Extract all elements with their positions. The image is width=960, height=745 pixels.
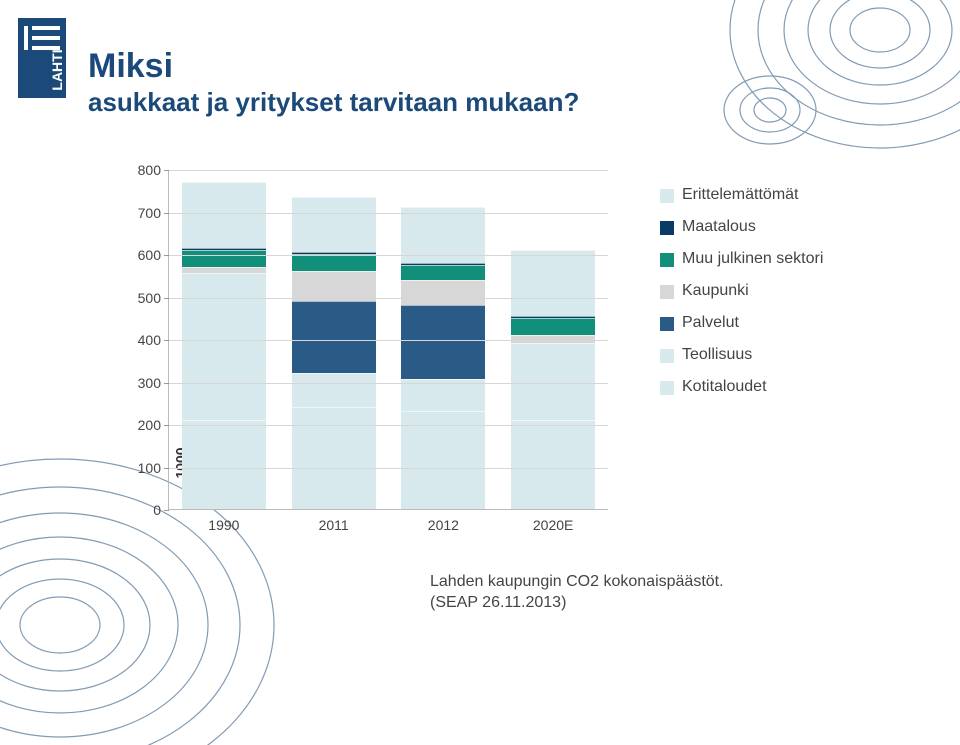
- legend-item-kaupunki: Kaupunki: [660, 282, 880, 300]
- grid-line: [169, 383, 608, 384]
- grid-line: [169, 255, 608, 256]
- x-tick-label: 2011: [319, 509, 349, 533]
- segment-kotitaloudet: [182, 420, 266, 509]
- grid-line: [169, 170, 608, 171]
- contour-decoration-top: [680, 0, 960, 180]
- title-main: Miksi: [88, 48, 579, 85]
- segment-palvelut: [292, 301, 376, 373]
- grid-line: [169, 298, 608, 299]
- legend-item-muu_julkinen: Muu julkinen sektori: [660, 250, 880, 268]
- y-tick-mark: [164, 255, 169, 256]
- chart-caption: Lahden kaupungin CO2 kokonaispäästöt. (S…: [430, 572, 724, 614]
- y-tick-mark: [164, 468, 169, 469]
- segment-kaupunki: [401, 280, 485, 306]
- segment-muu_julkinen: [182, 250, 266, 267]
- legend-label: Teollisuus: [682, 346, 752, 364]
- grid-line: [169, 468, 608, 469]
- segment-erittelematomat: [182, 182, 266, 248]
- legend-item-teollisuus: Teollisuus: [660, 346, 880, 364]
- y-tick-mark: [164, 170, 169, 171]
- title-sub: asukkaat ja yritykset tarvitaan mukaan?: [88, 87, 579, 118]
- y-tick-mark: [164, 298, 169, 299]
- lahti-logo: LAHTI: [18, 18, 66, 98]
- segment-kaupunki: [511, 335, 595, 344]
- legend-swatch: [660, 221, 674, 235]
- legend-label: Erittelemättömät: [682, 186, 798, 204]
- segment-erittelematomat: [511, 250, 595, 316]
- segment-muu_julkinen: [292, 254, 376, 271]
- caption-line-2: (SEAP 26.11.2013): [430, 594, 566, 611]
- x-tick-label: 1990: [208, 509, 239, 533]
- segment-palvelut: [401, 305, 485, 379]
- legend: Erittelemättömät Maatalous Muu julkinen se…: [660, 186, 880, 410]
- segment-kaupunki: [292, 271, 376, 301]
- x-tick-label: 2020E: [533, 509, 573, 533]
- segment-teollisuus: [182, 273, 266, 420]
- emissions-chart: 1000 hiilidioksidiekvivalenttitonnia 199…: [140, 170, 620, 550]
- legend-swatch: [660, 189, 674, 203]
- legend-label: Kotitaloudet: [682, 378, 767, 396]
- page-title: Miksi asukkaat ja yritykset tarvitaan mu…: [88, 48, 579, 118]
- y-tick-mark: [164, 425, 169, 426]
- segment-teollisuus: [292, 373, 376, 407]
- grid-line: [169, 425, 608, 426]
- legend-swatch: [660, 317, 674, 331]
- y-tick-mark: [164, 383, 169, 384]
- segment-muu_julkinen: [511, 318, 595, 335]
- segment-teollisuus: [511, 343, 595, 420]
- svg-text:LAHTI: LAHTI: [49, 49, 65, 90]
- legend-label: Maatalous: [682, 218, 756, 236]
- legend-item-maatalous: Maatalous: [660, 218, 880, 236]
- caption-line-1: Lahden kaupungin CO2 kokonaispäästöt.: [430, 573, 724, 590]
- segment-kotitaloudet: [511, 420, 595, 509]
- legend-label: Palvelut: [682, 314, 739, 332]
- legend-swatch: [660, 285, 674, 299]
- legend-swatch: [660, 253, 674, 267]
- segment-kotitaloudet: [292, 407, 376, 509]
- segment-muu_julkinen: [401, 265, 485, 280]
- grid-line: [169, 340, 608, 341]
- legend-swatch: [660, 381, 674, 395]
- legend-item-palvelut: Palvelut: [660, 314, 880, 332]
- y-tick-mark: [164, 510, 169, 511]
- legend-item-erittelematomat: Erittelemättömät: [660, 186, 880, 204]
- segment-teollisuus: [401, 379, 485, 411]
- grid-line: [169, 213, 608, 214]
- plot-area: 1990201120122020E 0100200300400500600700…: [168, 170, 608, 510]
- legend-label: Muu julkinen sektori: [682, 250, 823, 268]
- y-tick-mark: [164, 340, 169, 341]
- legend-label: Kaupunki: [682, 282, 749, 300]
- legend-item-kotitaloudet: Kotitaloudet: [660, 378, 880, 396]
- legend-swatch: [660, 349, 674, 363]
- segment-erittelematomat: [292, 197, 376, 252]
- x-tick-label: 2012: [428, 509, 459, 533]
- y-tick-mark: [164, 213, 169, 214]
